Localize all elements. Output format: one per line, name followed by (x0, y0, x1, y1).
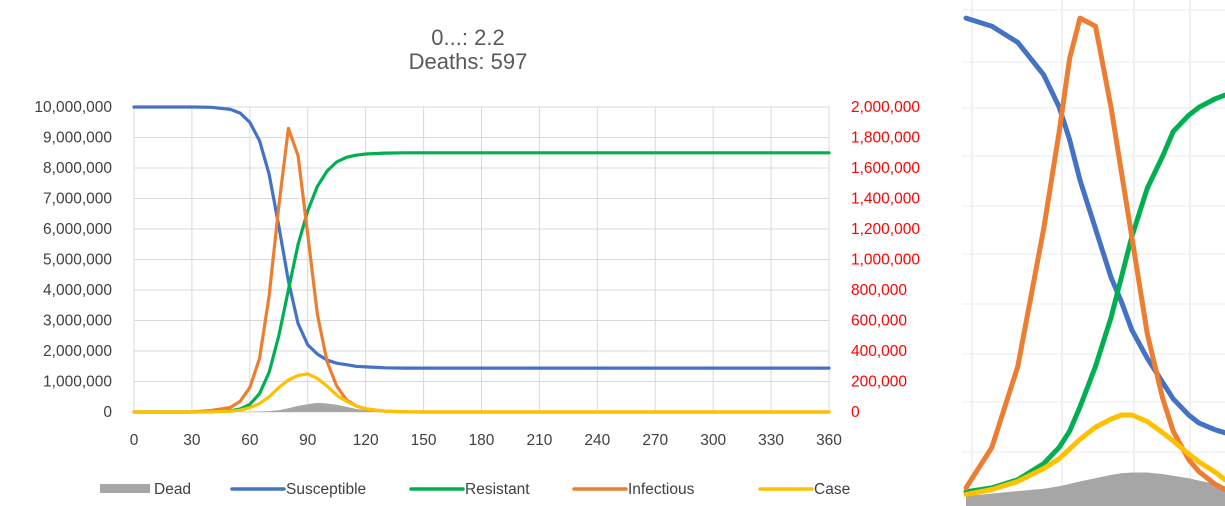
zoom-dead-area (966, 472, 1225, 506)
y-left-tick-label: 7,000,000 (43, 191, 112, 208)
y-right-tick-label: 600,000 (851, 313, 907, 330)
y-left-tick-label: 3,000,000 (43, 313, 112, 330)
zoom-case-line (963, 412, 1225, 497)
x-tick-label: 150 (411, 432, 437, 449)
x-tick-label: 120 (353, 432, 379, 449)
x-tick-label: 210 (526, 432, 552, 449)
x-tick-label: 330 (758, 432, 784, 449)
y-right-tick-label: 800,000 (851, 282, 907, 299)
gridlines (133, 106, 830, 413)
chart-title: 0...: 2.2 (431, 25, 504, 50)
y-left-tick-label: 5,000,000 (43, 252, 112, 269)
dead-area (134, 402, 829, 412)
y-left-tick-label: 1,000,000 (43, 374, 112, 391)
x-tick-label: 60 (241, 432, 259, 449)
y-left-tick-label: 0 (103, 404, 112, 421)
y-left-tick-label: 8,000,000 (43, 160, 112, 177)
y-right-tick-label: 1,400,000 (851, 191, 920, 208)
chart-subtitle: Deaths: 597 (409, 49, 528, 74)
legend: Dead Susceptible Resistant Infectious Case (100, 481, 850, 498)
y-right-tick-label: 1,200,000 (851, 221, 920, 238)
y-left-tick-label: 4,000,000 (43, 282, 112, 299)
y-right-tick-label: 1,600,000 (851, 160, 920, 177)
x-tick-label: 180 (469, 432, 495, 449)
y-left-tick-label: 10,000,000 (34, 99, 112, 116)
legend-label-susceptible: Susceptible (286, 481, 366, 498)
y-right-tick-label: 1,000,000 (851, 252, 920, 269)
legend-swatch-dead (100, 484, 150, 493)
y-left-tick-label: 9,000,000 (43, 130, 112, 147)
legend-label-resistant: Resistant (465, 481, 530, 498)
dead-area-layer (134, 402, 829, 412)
x-tick-label: 240 (584, 432, 610, 449)
zoom-gridlines (962, 0, 1225, 506)
x-tick-label: 300 (700, 432, 726, 449)
x-tick-label: 270 (642, 432, 668, 449)
zoom-infectious-line (963, 15, 1225, 492)
x-tick-label: 360 (816, 432, 842, 449)
x-tick-label: 0 (130, 432, 139, 449)
y-right-tick-label: 200,000 (851, 374, 907, 391)
legend-label-dead: Dead (154, 481, 191, 498)
y-left-tick-label: 2,000,000 (43, 343, 112, 360)
zoom-dead-area-layer (966, 472, 1225, 506)
y-left-tick-label: 6,000,000 (43, 221, 112, 238)
main-chart: 0 0 1,000,000 200,000 2,000,000 400,000 3,000,… (34, 25, 920, 498)
zoom-series-lines (963, 15, 1225, 497)
susceptible-line (132, 105, 831, 370)
zoom-chart (962, 0, 1225, 506)
y-right-tick-label: 2,000,000 (851, 99, 920, 116)
x-tick-label: 30 (183, 432, 201, 449)
case-line (132, 372, 831, 414)
y-right-tick-label: 1,800,000 (851, 130, 920, 147)
x-tick-label: 90 (299, 432, 317, 449)
legend-label-infectious: Infectious (628, 481, 695, 498)
series-lines (132, 105, 831, 414)
zoom-resistant-line (963, 92, 1225, 495)
y-right-tick-label: 0 (851, 404, 860, 421)
y-right-tick-label: 400,000 (851, 343, 907, 360)
legend-label-case: Case (814, 481, 850, 498)
axis-ticks: 0 0 1,000,000 200,000 2,000,000 400,000 3,000,… (34, 99, 920, 449)
